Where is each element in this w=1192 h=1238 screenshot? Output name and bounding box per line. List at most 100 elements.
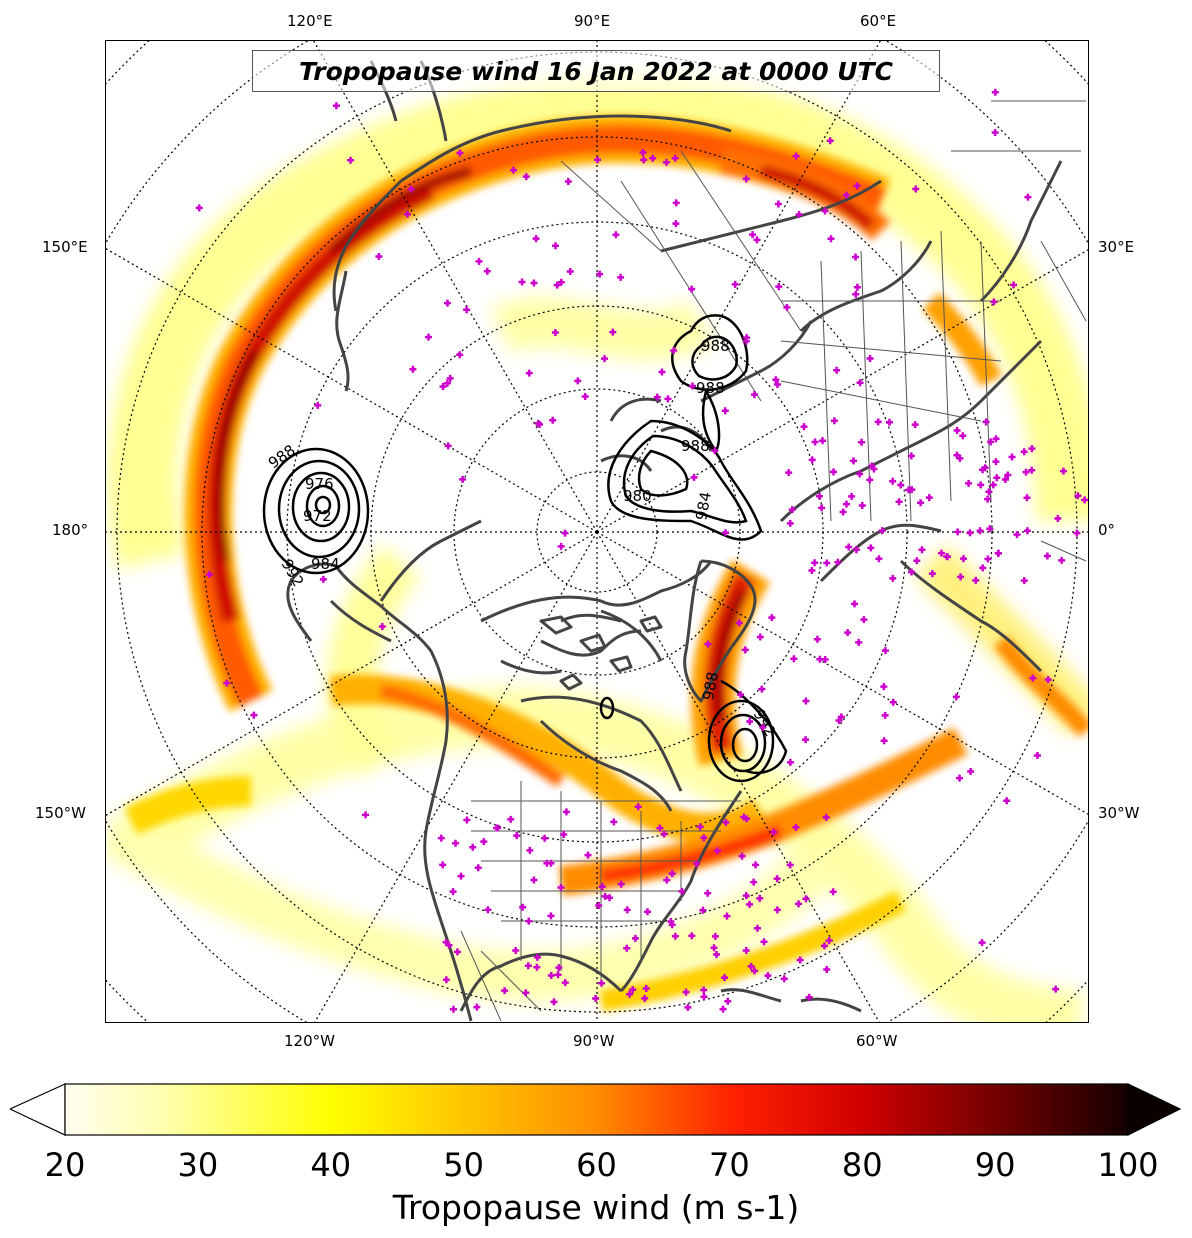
station-marker [752,861,760,869]
station-marker [483,267,491,275]
station-marker [986,525,994,533]
station-marker [1004,471,1012,479]
station-marker [693,860,701,868]
station-marker [1022,468,1030,476]
station-marker [881,711,889,719]
station-marker [746,718,754,726]
station-marker [756,894,764,902]
lon-label-right: 0° [1098,521,1116,539]
station-marker [856,470,864,478]
contour-label: 988 [265,441,299,472]
station-marker [878,527,886,535]
station-marker [772,376,780,384]
station-marker [581,393,589,401]
station-marker [530,876,538,884]
lon-label-bottom: 60°W [856,1032,898,1050]
station-marker [821,942,829,950]
station-marker [870,465,878,473]
station-marker [507,815,515,823]
station-marker [750,967,758,975]
contour-label: 972 [303,507,332,525]
station-marker [653,393,661,401]
station-marker [459,475,467,483]
station-marker [742,175,750,183]
station-marker [456,149,464,157]
station-marker [525,369,533,377]
station-marker [1059,467,1067,475]
station-marker [574,377,582,385]
station-marker [815,492,823,500]
station-marker [617,880,625,888]
station-marker [917,499,925,507]
station-marker [533,963,541,971]
station-marker [796,956,804,964]
colorbar [10,1083,1182,1136]
station-marker [1058,556,1066,564]
station-marker [822,813,830,821]
station-marker [759,723,767,731]
station-marker [724,997,732,1005]
station-marker [984,495,992,503]
station-marker [484,906,492,914]
station-marker [700,986,708,994]
station-marker [519,903,527,911]
station-marker [1020,448,1028,456]
station-marker [855,638,863,646]
station-marker [1029,674,1037,682]
station-marker [912,185,920,193]
station-marker [524,962,532,970]
station-marker [518,278,526,286]
station-marker [1003,797,1011,805]
station-marker [889,698,897,706]
station-marker [594,156,602,164]
station-marker [851,600,859,608]
lon-label-right: 30°W [1098,804,1140,822]
station-marker [802,895,810,903]
station-marker [660,830,668,838]
station-marker [758,685,766,693]
station-marker [825,937,833,945]
station-marker [713,951,721,959]
station-marker [612,231,620,239]
station-marker [786,758,794,766]
station-marker [446,374,454,382]
station-marker [223,679,231,687]
station-marker [956,774,964,782]
station-marker [474,864,482,872]
station-marker [821,655,829,663]
station-marker [957,573,965,581]
colorbar-tick-label: 50 [443,1146,484,1184]
station-marker [737,691,745,699]
station-marker [566,268,574,276]
station-marker [696,823,704,831]
station-marker [1001,476,1009,484]
station-marker [658,368,666,376]
colorbar-label: Tropopause wind (m s-1) [392,1188,800,1227]
station-marker [827,235,835,243]
station-marker [880,683,888,691]
station-marker [562,808,570,816]
station-marker [808,566,816,574]
station-marker [469,843,477,851]
station-marker [852,253,860,261]
map-panel: 988 976 972 984 992 988 988 980 984 988 … [105,40,1089,1023]
station-marker [743,815,751,823]
station-marker [723,912,731,920]
station-marker [721,407,729,415]
station-marker [629,986,637,994]
station-marker [557,883,565,891]
station-marker [774,200,782,208]
station-marker [742,892,750,900]
lon-label-bottom: 90°W [573,1032,615,1050]
station-marker [473,1003,481,1011]
station-markers [195,88,1088,1013]
station-marker [1044,676,1052,684]
station-marker [704,889,712,897]
station-marker [800,423,808,431]
station-marker [672,199,680,207]
station-marker [742,337,750,345]
station-marker [378,623,386,631]
station-marker [811,559,819,567]
station-marker [746,900,754,908]
station-marker [641,994,649,1002]
